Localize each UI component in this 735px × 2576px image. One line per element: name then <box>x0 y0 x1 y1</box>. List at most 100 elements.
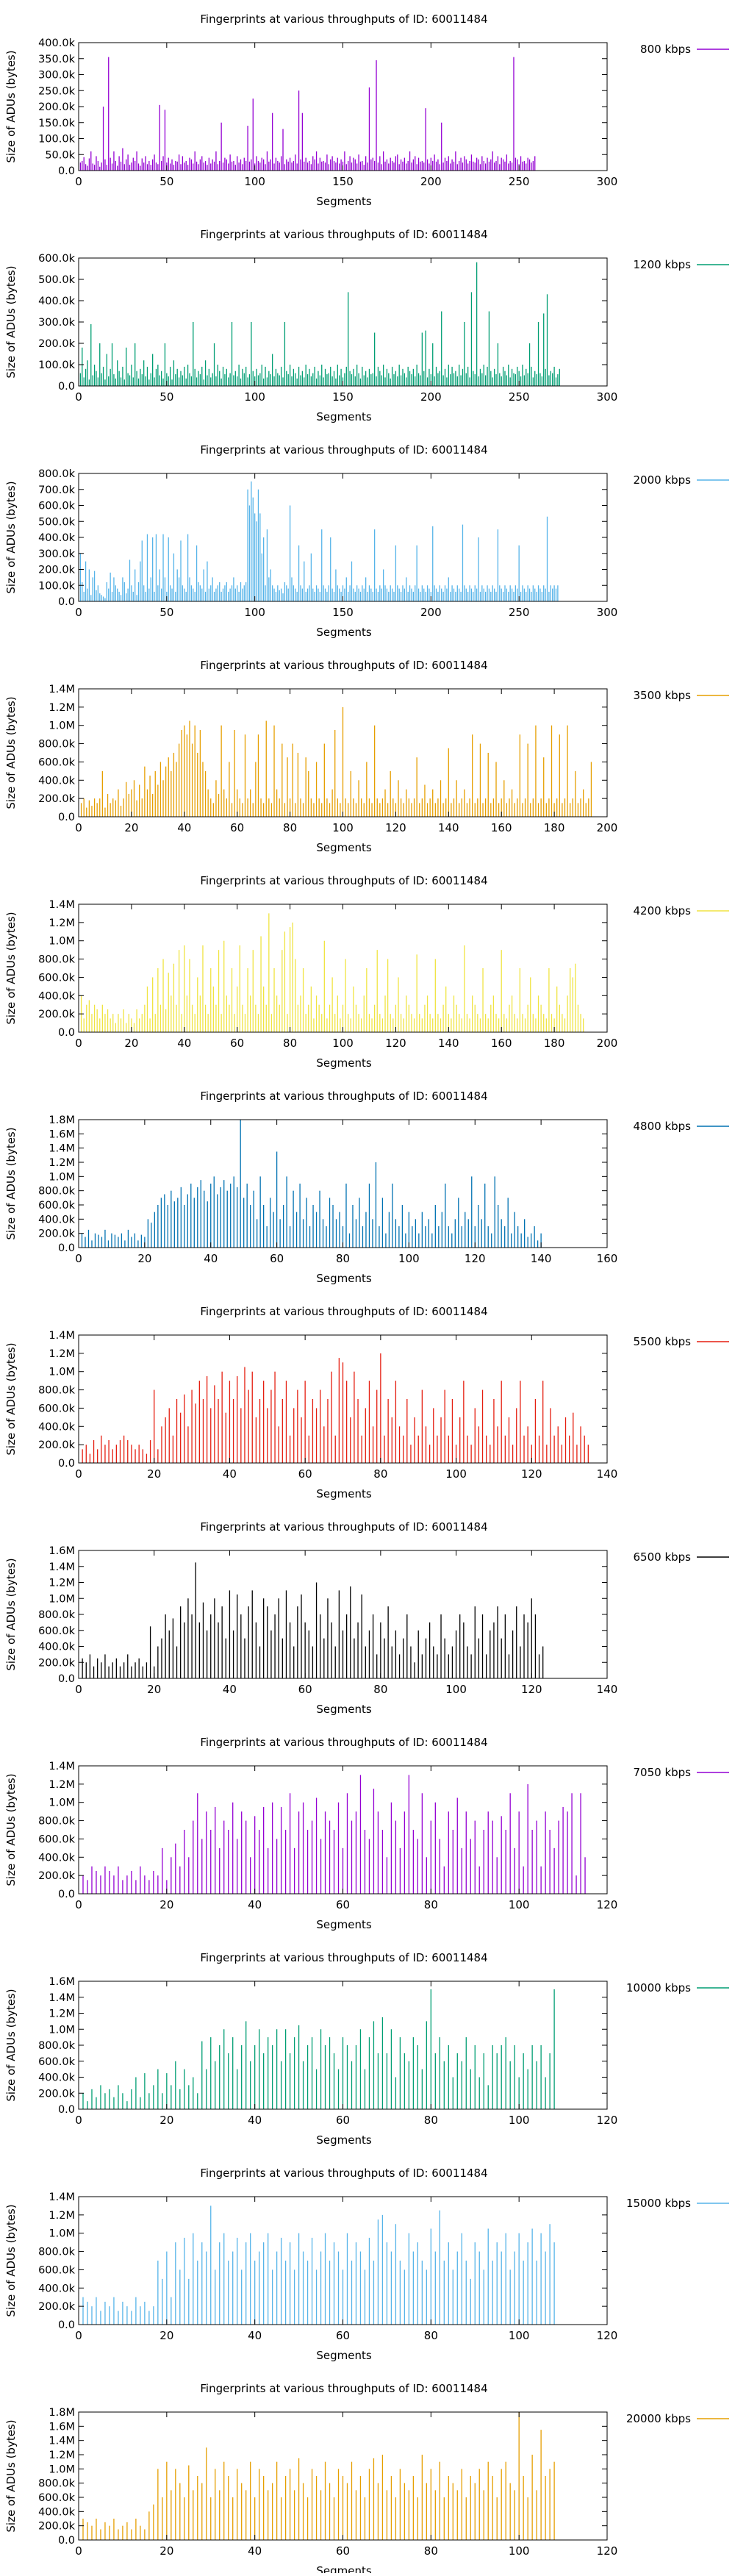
x-axis-label: Segments <box>316 410 372 423</box>
x-tick-label: 20 <box>159 2329 173 2342</box>
x-tick-label: 20 <box>137 1252 151 1265</box>
y-tick-label: 200.0k <box>38 1228 76 1240</box>
y-tick-label: 1.0M <box>49 2464 75 2475</box>
y-tick-label: 1.4M <box>49 1992 75 2004</box>
y-tick-label: 200.0k <box>38 1657 76 1669</box>
y-tick-label: 200.0k <box>38 1009 76 1020</box>
y-tick-label: 400.0k <box>38 1852 76 1864</box>
y-tick-label: 1.0M <box>49 936 75 948</box>
y-tick-label: 600.0k <box>38 1200 76 1212</box>
y-tick-label: 1.2M <box>49 2210 75 2222</box>
x-tick-label: 100 <box>445 1467 467 1481</box>
legend-label: 1200 kbps <box>634 258 692 271</box>
y-tick-label: 100.0k <box>38 134 76 146</box>
y-tick-label: 0.0 <box>58 2104 75 2116</box>
x-tick-label: 40 <box>177 821 191 834</box>
x-axis-label: Segments <box>316 2349 372 2362</box>
y-tick-label: 1.2M <box>49 1348 75 1360</box>
y-tick-label: 800.0k <box>38 1816 76 1828</box>
x-tick-label: 300 <box>597 175 618 188</box>
y-tick-label: 500.0k <box>38 516 76 528</box>
y-tick-label: 200.0k <box>38 2521 76 2533</box>
x-tick-label: 0 <box>75 175 82 188</box>
y-tick-label: 1.4M <box>49 1330 75 1342</box>
y-tick-label: 0.0 <box>58 2319 75 2331</box>
x-tick-label: 20 <box>124 1037 138 1050</box>
y-tick-label: 800.0k <box>38 2247 76 2258</box>
y-axis-label: Size of ADUs (bytes) <box>4 1127 18 1239</box>
chart-title: Fingerprints at various throughputs of I… <box>200 2382 487 2395</box>
y-tick-label: 800.0k <box>38 1609 76 1621</box>
y-axis-label: Size of ADUs (bytes) <box>4 2419 18 2532</box>
chart-panel-9: Fingerprints at various throughputs of I… <box>4 1951 729 2147</box>
x-tick-label: 50 <box>159 606 173 619</box>
x-tick-label: 140 <box>438 1037 459 1050</box>
x-tick-label: 200 <box>597 821 618 834</box>
x-tick-label: 40 <box>248 2544 262 2558</box>
chart-title: Fingerprints at various throughputs of I… <box>200 228 487 241</box>
x-axis-label: Segments <box>316 1918 372 1931</box>
y-tick-label: 200.0k <box>38 1870 76 1882</box>
y-tick-label: 1.2M <box>49 2450 75 2461</box>
y-tick-label: 1.0M <box>49 720 75 732</box>
x-axis-label: Segments <box>316 841 372 854</box>
chart-panel-4: Fingerprints at various throughputs of I… <box>4 874 729 1070</box>
y-axis-label: Size of ADUs (bytes) <box>4 1773 18 1886</box>
chart-panel-3: Fingerprints at various throughputs of I… <box>4 659 729 854</box>
y-tick-label: 0.0 <box>58 2535 75 2547</box>
chart-title: Fingerprints at various throughputs of I… <box>200 1951 487 1964</box>
y-tick-label: 400.0k <box>38 2283 76 2294</box>
x-tick-label: 160 <box>597 1252 618 1265</box>
x-tick-label: 20 <box>159 1898 173 1911</box>
x-tick-label: 80 <box>424 2114 438 2127</box>
y-tick-label: 600.0k <box>38 2264 76 2276</box>
chart-title: Fingerprints at various throughputs of I… <box>200 1305 487 1318</box>
x-tick-label: 60 <box>298 1467 312 1481</box>
x-tick-label: 120 <box>597 1898 618 1911</box>
y-tick-label: 300.0k <box>38 70 76 82</box>
y-tick-label: 1.0M <box>49 1593 75 1605</box>
x-tick-label: 140 <box>597 1467 618 1481</box>
x-tick-label: 40 <box>248 1898 262 1911</box>
x-tick-label: 300 <box>597 390 618 404</box>
x-tick-label: 120 <box>597 2114 618 2127</box>
x-tick-label: 40 <box>248 2114 262 2127</box>
x-tick-label: 0 <box>75 1683 82 1696</box>
y-axis-label: Size of ADUs (bytes) <box>4 2204 18 2316</box>
legend-label: 7050 kbps <box>634 1766 692 1779</box>
y-tick-label: 600.0k <box>38 253 76 265</box>
x-tick-label: 20 <box>147 1683 161 1696</box>
y-tick-label: 800.0k <box>38 468 76 480</box>
x-axis-label: Segments <box>316 2564 372 2573</box>
x-tick-label: 40 <box>223 1683 237 1696</box>
x-tick-label: 50 <box>159 175 173 188</box>
y-tick-label: 300.0k <box>38 317 76 329</box>
x-tick-label: 150 <box>332 390 354 404</box>
legend-label: 20000 kbps <box>626 2412 691 2425</box>
x-tick-label: 100 <box>398 1252 420 1265</box>
x-tick-label: 80 <box>373 1683 387 1696</box>
x-tick-label: 160 <box>491 1037 512 1050</box>
y-tick-label: 0.0 <box>58 1242 75 1254</box>
x-tick-label: 60 <box>298 1683 312 1696</box>
chart-title: Fingerprints at various throughputs of I… <box>200 443 487 457</box>
x-tick-label: 180 <box>544 1037 565 1050</box>
y-tick-label: 1.2M <box>49 1157 75 1169</box>
y-tick-label: 600.0k <box>38 1833 76 1845</box>
chart-title: Fingerprints at various throughputs of I… <box>200 874 487 887</box>
x-tick-label: 80 <box>424 2329 438 2342</box>
y-tick-label: 100.0k <box>38 359 76 371</box>
y-tick-label: 1.6M <box>49 1976 75 1988</box>
x-tick-label: 250 <box>509 390 530 404</box>
legend-label: 4200 kbps <box>634 904 692 917</box>
y-tick-label: 800.0k <box>38 954 76 966</box>
y-tick-label: 0.0 <box>58 1889 75 1900</box>
y-tick-label: 1.8M <box>49 2407 75 2419</box>
x-tick-label: 250 <box>509 175 530 188</box>
y-axis-label: Size of ADUs (bytes) <box>4 912 18 1024</box>
y-tick-label: 1.8M <box>49 1115 75 1126</box>
y-tick-label: 600.0k <box>38 1625 76 1637</box>
plot-frame <box>78 473 608 602</box>
y-tick-label: 600.0k <box>38 756 76 768</box>
